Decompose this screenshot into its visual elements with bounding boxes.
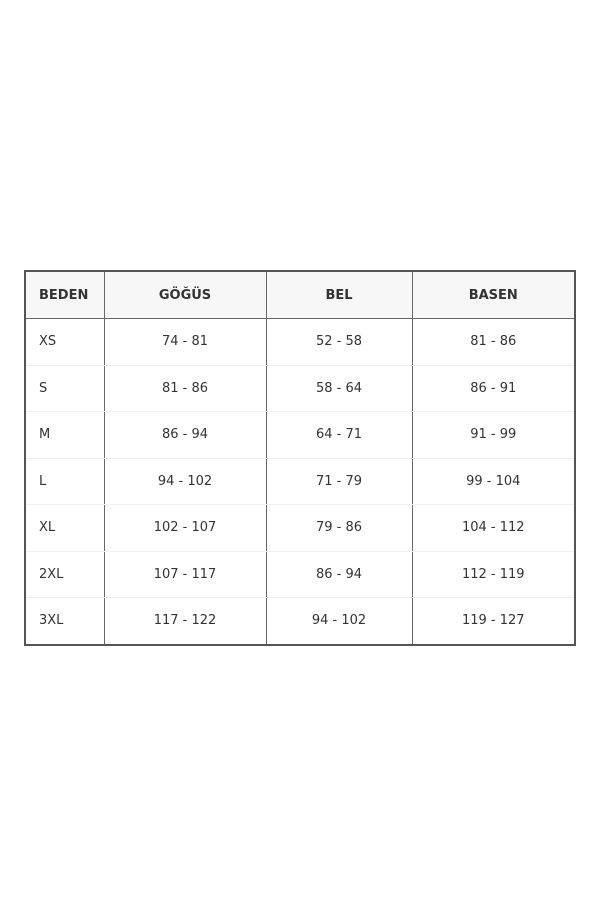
cell-waist: 94 - 102 xyxy=(266,597,413,645)
header-beden: BEDEN xyxy=(25,271,105,319)
cell-waist: 64 - 71 xyxy=(266,411,413,459)
header-basen: BASEN xyxy=(412,271,575,319)
cell-chest: 107 - 117 xyxy=(104,551,267,598)
cell-size: XL xyxy=(25,504,105,552)
cell-hip: 91 - 99 xyxy=(412,411,575,459)
cell-size: M xyxy=(25,411,105,459)
cell-waist: 86 - 94 xyxy=(266,551,413,598)
cell-chest: 74 - 81 xyxy=(104,318,267,366)
cell-chest: 86 - 94 xyxy=(104,411,267,459)
cell-waist: 79 - 86 xyxy=(266,504,413,552)
table-row: XL 102 - 107 79 - 86 104 - 112 xyxy=(25,504,575,552)
table-row: 3XL 117 - 122 94 - 102 119 - 127 xyxy=(25,597,575,645)
cell-waist: 58 - 64 xyxy=(266,365,413,412)
cell-size: XS xyxy=(25,318,105,366)
cell-size: 3XL xyxy=(25,597,105,645)
header-gogus: GÖĞÜS xyxy=(104,271,267,319)
cell-size: 2XL xyxy=(25,551,105,598)
header-row: BEDEN GÖĞÜS BEL BASEN xyxy=(25,271,575,319)
cell-hip: 119 - 127 xyxy=(412,597,575,645)
cell-hip: 99 - 104 xyxy=(412,458,575,505)
cell-hip: 81 - 86 xyxy=(412,318,575,366)
table-row: S 81 - 86 58 - 64 86 - 91 xyxy=(25,365,575,412)
cell-hip: 86 - 91 xyxy=(412,365,575,412)
table-row: L 94 - 102 71 - 79 99 - 104 xyxy=(25,458,575,505)
cell-waist: 52 - 58 xyxy=(266,318,413,366)
cell-hip: 112 - 119 xyxy=(412,551,575,598)
cell-chest: 117 - 122 xyxy=(104,597,267,645)
table-row: XS 74 - 81 52 - 58 81 - 86 xyxy=(25,318,575,366)
cell-chest: 102 - 107 xyxy=(104,504,267,552)
size-chart-table: BEDEN GÖĞÜS BEL BASEN XS 74 - 81 52 - 58 81… xyxy=(24,270,576,646)
cell-hip: 104 - 112 xyxy=(412,504,575,552)
header-bel: BEL xyxy=(266,271,413,319)
cell-size: S xyxy=(25,365,105,412)
cell-waist: 71 - 79 xyxy=(266,458,413,505)
table-row: M 86 - 94 64 - 71 91 - 99 xyxy=(25,411,575,459)
table-row: 2XL 107 - 117 86 - 94 112 - 119 xyxy=(25,551,575,598)
cell-size: L xyxy=(25,458,105,505)
cell-chest: 94 - 102 xyxy=(104,458,267,505)
cell-chest: 81 - 86 xyxy=(104,365,267,412)
